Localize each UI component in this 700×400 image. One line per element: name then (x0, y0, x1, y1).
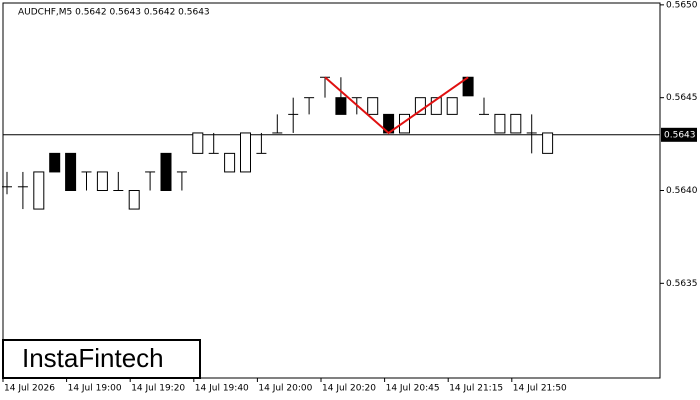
candle-body (399, 113, 410, 134)
last-price-label: 0.5643 (664, 130, 696, 140)
candle-body (192, 132, 204, 154)
candle-body (128, 190, 140, 210)
logo-box (2, 339, 201, 379)
candle-body (510, 113, 522, 134)
x-tick-label: 14 Jul 19:00 (68, 384, 122, 394)
candle-body (367, 97, 379, 115)
candle-body (446, 97, 458, 115)
y-tick-label: 0.5650 (666, 0, 698, 10)
y-tick-label: 0.5640 (666, 186, 698, 196)
x-tick-label: 14 Jul 21:50 (513, 384, 567, 394)
y-tick-label: 0.5635 (666, 279, 698, 289)
y-tick-label: 0.5645 (666, 93, 698, 103)
pattern-line (324, 76, 469, 135)
candle-body (96, 171, 108, 191)
plot-frame (2, 2, 661, 379)
candle-body (335, 97, 347, 115)
candle-body (49, 152, 61, 173)
last-price-box (661, 127, 697, 142)
candle-body (494, 113, 506, 134)
logo: InstaFintech (22, 343, 164, 373)
x-tick-label: 14 Jul 19:40 (195, 384, 249, 394)
candle-body (430, 97, 442, 115)
candle-body (224, 152, 236, 173)
x-tick-label: 14 Jul 20:45 (386, 384, 440, 394)
x-tick-label: 14 Jul 21:15 (449, 384, 503, 394)
x-tick-label: 14 Jul 19:20 (131, 384, 185, 394)
x-tick-label: 14 Jul 20:20 (322, 384, 376, 394)
x-tick-label: 14 Jul 20:00 (258, 384, 312, 394)
candle-body (160, 152, 172, 192)
candle-body (65, 152, 77, 192)
candle-body (33, 171, 45, 210)
candle-body (240, 132, 251, 173)
chart-title: AUDCHF,M5 0.5642 0.5643 0.5642 0.5643 (18, 8, 210, 18)
candle-body (542, 132, 554, 154)
x-tick-label: 14 Jul 2026 (4, 384, 55, 394)
